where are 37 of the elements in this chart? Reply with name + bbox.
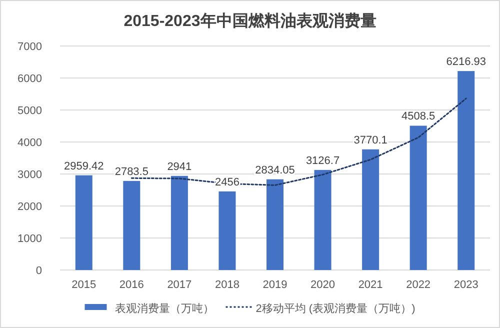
y-tick-label: 0 <box>36 265 42 277</box>
bar <box>266 179 284 270</box>
data-label: 2959.42 <box>64 160 104 172</box>
x-tick-label: 2017 <box>167 279 192 291</box>
bar <box>75 175 92 270</box>
chart-title: 2015-2023年中国燃料油表观消费量 <box>124 12 376 30</box>
data-label: 2941 <box>167 160 192 173</box>
legend-label: 2移动平均 (表观消费量（万吨）) <box>256 302 416 315</box>
y-tick-label: 2000 <box>18 201 42 213</box>
data-label: 6216.93 <box>446 56 486 68</box>
bar <box>123 180 140 270</box>
x-tick-label: 2015 <box>72 279 96 291</box>
bar <box>410 126 427 270</box>
bar <box>218 191 236 270</box>
x-tick-label: 2016 <box>119 279 144 291</box>
x-tick-label: 2018 <box>214 279 240 291</box>
x-tick-label: 2019 <box>262 279 288 291</box>
x-tick-label: 2021 <box>358 279 383 291</box>
y-tick-label: 5000 <box>18 105 42 117</box>
y-tick-label: 6000 <box>18 73 42 85</box>
y-tick-label: 1000 <box>18 233 42 245</box>
x-tick-label: 2023 <box>454 279 478 291</box>
data-label: 2783.5 <box>114 166 148 178</box>
y-tick-label: 4000 <box>18 137 42 149</box>
bar <box>458 71 475 270</box>
data-label: 4508.5 <box>402 110 436 123</box>
y-tick-label: 7000 <box>18 41 42 53</box>
x-tick-label: 2020 <box>310 279 336 291</box>
bar <box>314 170 332 270</box>
data-label: 2834.05 <box>255 164 295 176</box>
legend-label: 表观消费量（万吨） <box>114 302 214 315</box>
data-label: 3770.1 <box>354 134 388 146</box>
x-tick-label: 2022 <box>406 279 431 291</box>
bar <box>170 176 188 270</box>
y-tick-label: 3000 <box>18 169 42 181</box>
bar <box>362 149 380 270</box>
data-label: 3126.7 <box>306 154 340 167</box>
